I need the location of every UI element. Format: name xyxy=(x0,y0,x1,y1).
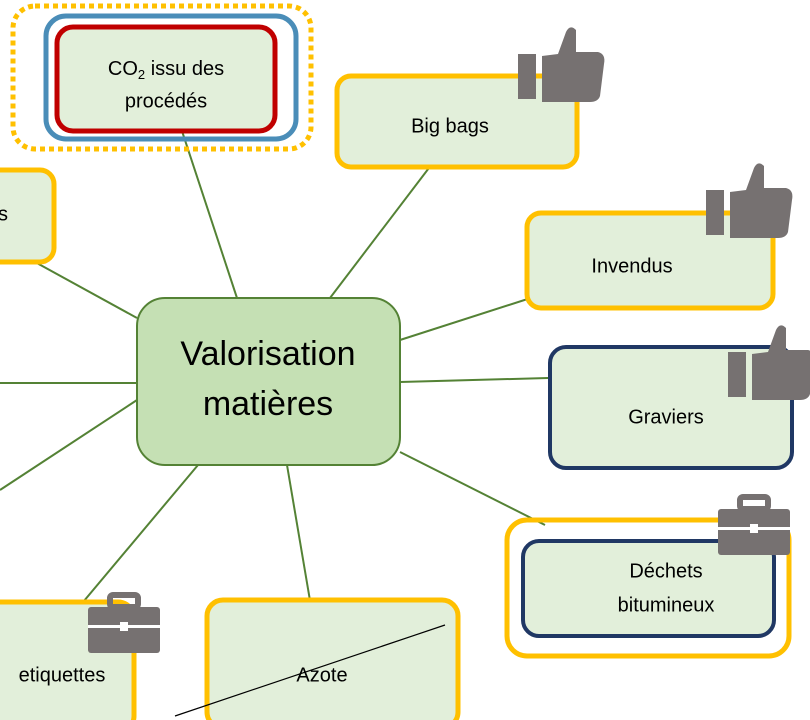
link xyxy=(399,377,549,383)
link xyxy=(67,464,199,621)
center-node: Valorisation matières xyxy=(136,297,401,466)
link xyxy=(399,451,546,526)
subscript: 2 xyxy=(138,67,145,82)
node-label: s xyxy=(0,203,8,225)
node-label: procédés xyxy=(125,90,207,112)
node-box xyxy=(0,167,57,265)
label-rest: issu des xyxy=(145,58,224,80)
dotted-border xyxy=(10,3,314,152)
node-label: Azote xyxy=(296,664,347,686)
link xyxy=(329,159,436,299)
thumb-icon xyxy=(518,27,605,102)
briefcase-icon xyxy=(718,497,790,555)
thumb-icon xyxy=(728,325,810,400)
node-box xyxy=(54,24,278,134)
center-label: matières xyxy=(203,385,333,423)
node-azote: Azote xyxy=(174,597,461,720)
blue-border xyxy=(43,13,299,142)
node-dechets: Déchets bitumineux xyxy=(504,497,792,659)
node-label: CO2 issu des xyxy=(108,58,224,82)
thumb-icon xyxy=(706,163,793,238)
center-label: Valorisation xyxy=(180,335,355,373)
node-bigbags: Big bags xyxy=(334,27,605,170)
node-box xyxy=(204,597,461,720)
node-graviers: Graviers xyxy=(548,325,810,470)
node-box xyxy=(334,73,580,170)
node-label: etiquettes xyxy=(19,664,106,686)
link xyxy=(179,124,238,299)
link xyxy=(34,261,138,319)
strike-line xyxy=(174,624,446,717)
outer-border xyxy=(504,517,792,659)
formula: CO xyxy=(108,58,138,80)
node-box xyxy=(524,210,776,311)
link xyxy=(399,294,541,341)
node-left: s xyxy=(0,167,57,265)
node-label: Déchets xyxy=(629,560,702,582)
center-box xyxy=(136,297,401,466)
node-label: Graviers xyxy=(628,406,704,428)
links xyxy=(0,124,549,631)
node-co2: CO2 issu des procédés xyxy=(10,3,314,152)
link xyxy=(0,399,138,491)
node-label: bitumineux xyxy=(618,594,715,616)
node-label: Invendus xyxy=(591,255,672,277)
node-etiquettes: etiquettes xyxy=(0,595,160,720)
node-label: Big bags xyxy=(411,115,489,137)
node-invendus: Invendus xyxy=(524,163,793,311)
node-box xyxy=(521,539,776,638)
